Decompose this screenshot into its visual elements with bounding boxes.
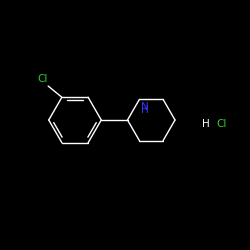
Text: H: H (202, 119, 210, 129)
Text: Cl: Cl (216, 119, 226, 129)
Text: Cl: Cl (37, 74, 48, 84)
Text: N: N (142, 102, 149, 112)
Text: H: H (142, 106, 149, 116)
